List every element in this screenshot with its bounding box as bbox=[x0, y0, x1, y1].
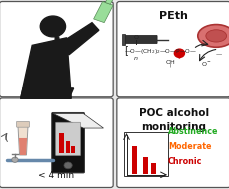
Bar bbox=[124, 132, 167, 176]
Bar bbox=[59, 133, 63, 153]
Polygon shape bbox=[55, 37, 60, 44]
Text: < 4 min: < 4 min bbox=[38, 171, 74, 180]
Text: monitoring: monitoring bbox=[141, 122, 205, 132]
Polygon shape bbox=[32, 53, 50, 91]
Text: O$^-$: O$^-$ bbox=[201, 60, 212, 68]
Polygon shape bbox=[46, 88, 73, 98]
Polygon shape bbox=[60, 23, 98, 55]
Bar bbox=[65, 141, 70, 153]
Polygon shape bbox=[53, 113, 103, 128]
Bar bbox=[131, 146, 136, 174]
Polygon shape bbox=[93, 2, 113, 23]
Text: Moderate: Moderate bbox=[167, 142, 210, 151]
Text: $\rm{\underset{|}{OH}}$: $\rm{\underset{|}{OH}}$ bbox=[164, 58, 175, 70]
FancyBboxPatch shape bbox=[52, 112, 84, 173]
FancyBboxPatch shape bbox=[116, 98, 229, 187]
Ellipse shape bbox=[205, 30, 226, 42]
Text: —: — bbox=[214, 52, 221, 57]
Ellipse shape bbox=[197, 25, 229, 47]
FancyBboxPatch shape bbox=[16, 121, 29, 127]
Polygon shape bbox=[21, 38, 71, 98]
Circle shape bbox=[40, 16, 65, 37]
Bar bbox=[121, 34, 125, 45]
Bar bbox=[70, 146, 74, 153]
Text: POC alcohol: POC alcohol bbox=[138, 108, 208, 118]
FancyBboxPatch shape bbox=[0, 98, 113, 187]
Text: PEth: PEth bbox=[158, 11, 187, 21]
Circle shape bbox=[64, 162, 72, 169]
Polygon shape bbox=[176, 53, 182, 58]
Polygon shape bbox=[18, 125, 28, 155]
FancyBboxPatch shape bbox=[0, 2, 113, 97]
Text: O: O bbox=[133, 35, 138, 40]
Circle shape bbox=[174, 49, 184, 57]
Text: $[$: $[$ bbox=[124, 44, 128, 58]
Bar bbox=[142, 157, 147, 174]
Polygon shape bbox=[19, 138, 27, 155]
FancyBboxPatch shape bbox=[55, 122, 80, 156]
FancyBboxPatch shape bbox=[116, 2, 229, 97]
Text: n: n bbox=[133, 56, 137, 61]
Circle shape bbox=[12, 157, 18, 162]
FancyBboxPatch shape bbox=[123, 35, 156, 44]
Text: Abstinence: Abstinence bbox=[167, 127, 218, 136]
Text: Chronic: Chronic bbox=[167, 157, 201, 166]
Polygon shape bbox=[21, 88, 46, 98]
Text: —O—$\rm{(CH_2)_2}$—O—P—O—: —O—$\rm{(CH_2)_2}$—O—P—O— bbox=[124, 46, 196, 56]
Bar bbox=[150, 163, 155, 174]
Polygon shape bbox=[105, 0, 113, 4]
